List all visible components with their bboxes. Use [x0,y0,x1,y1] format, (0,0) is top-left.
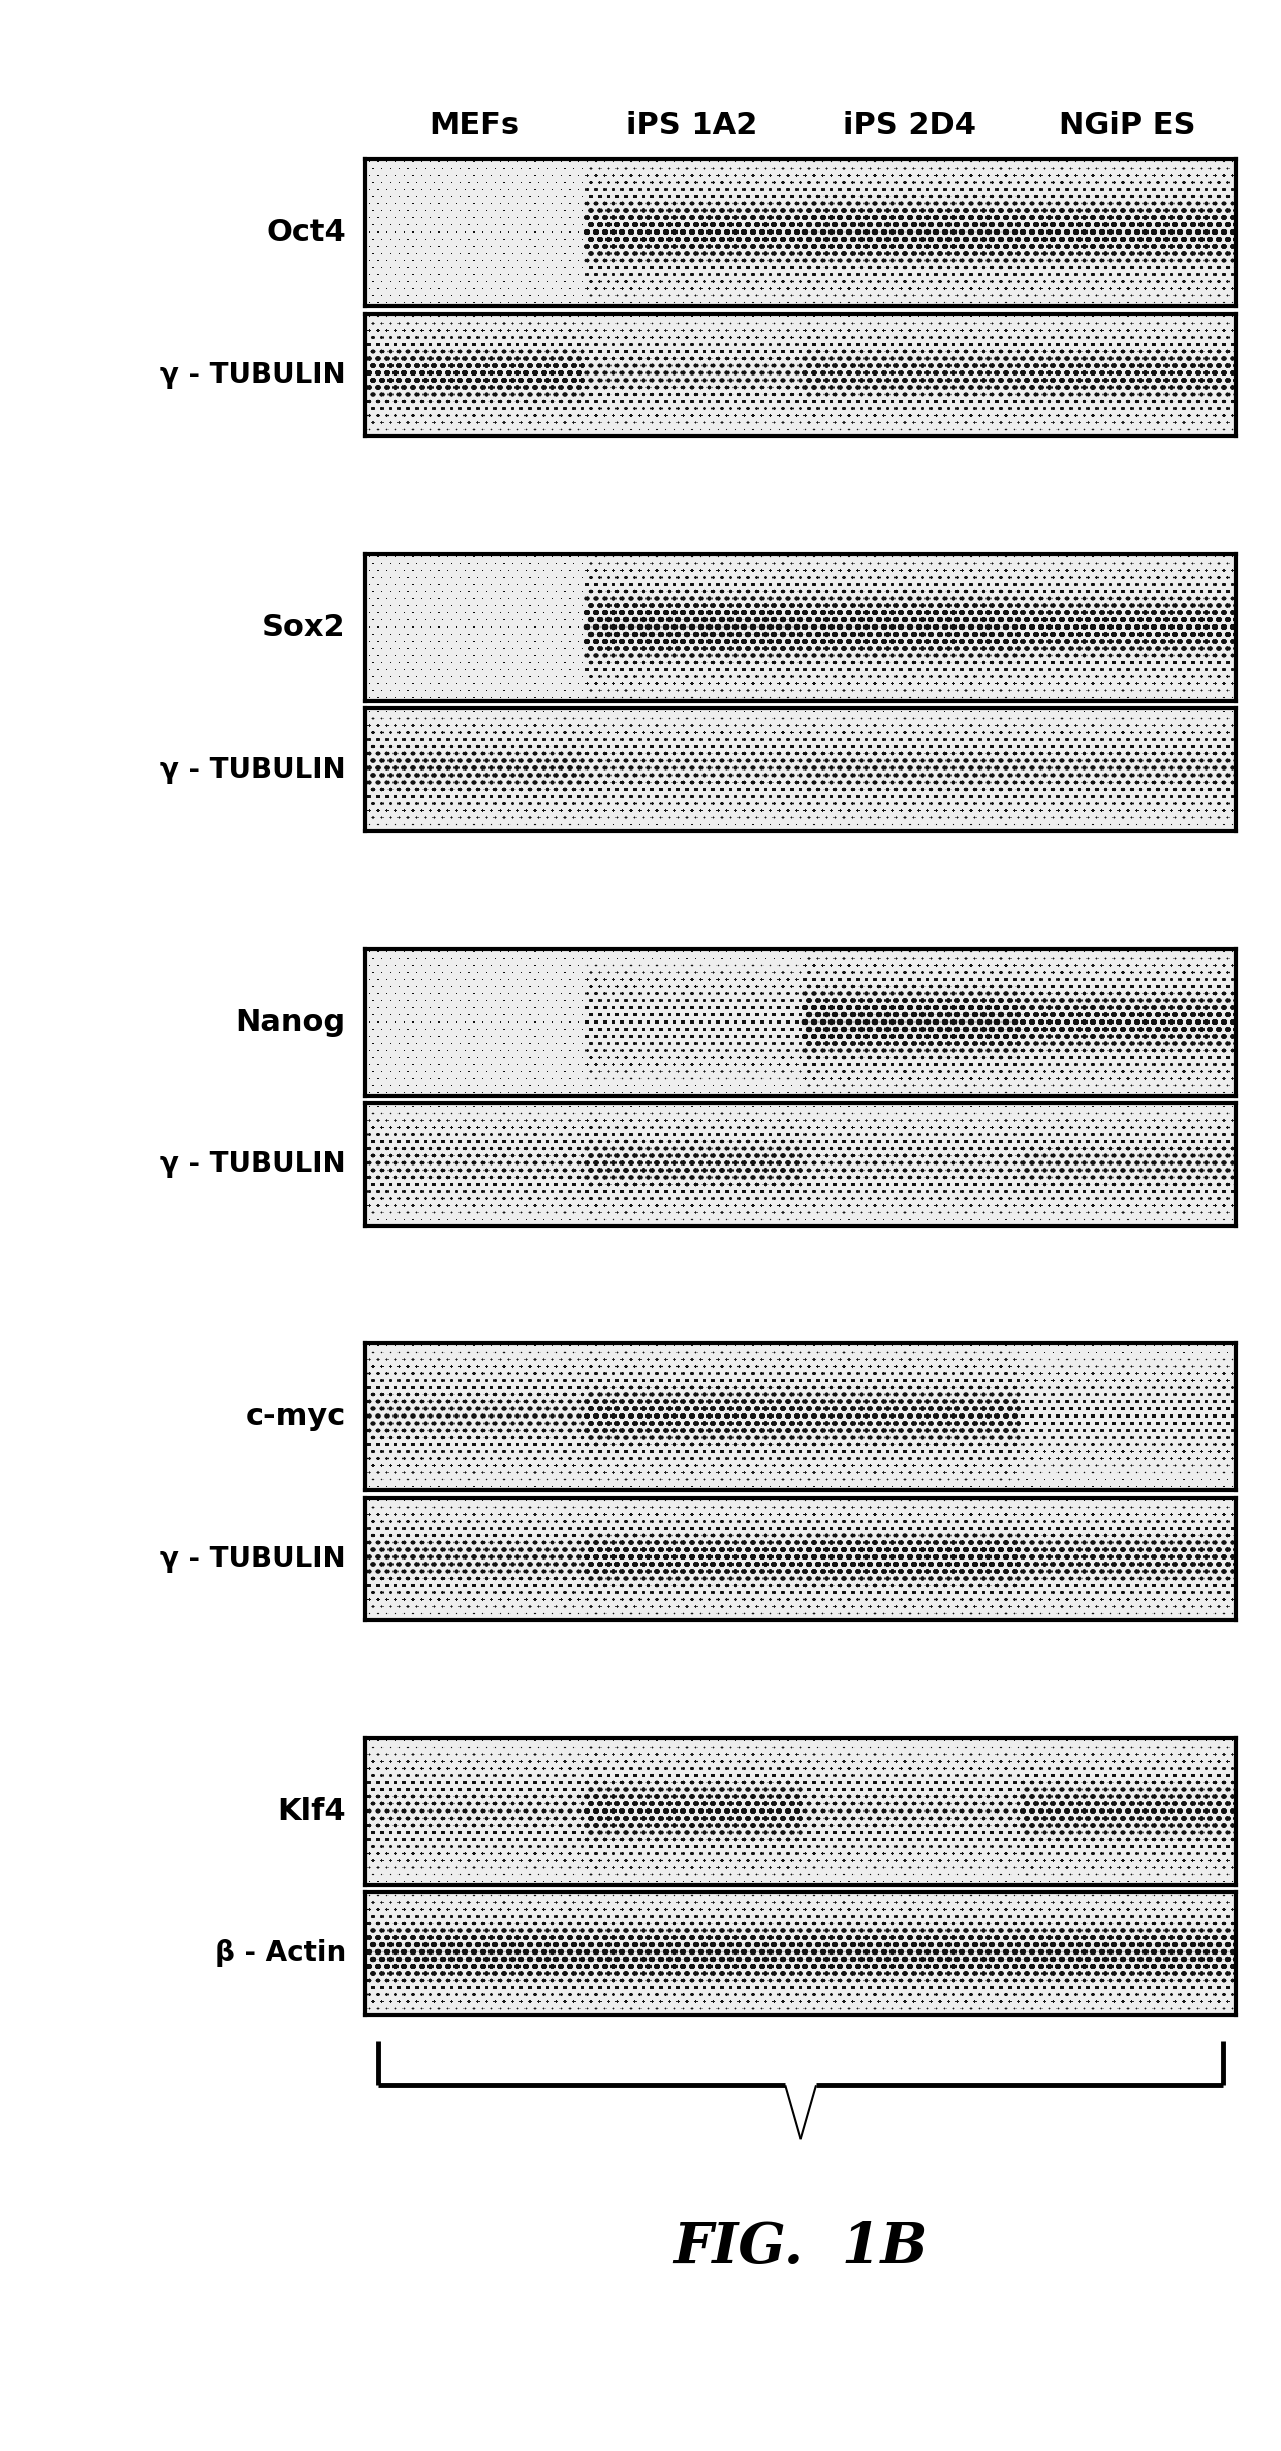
Text: NGiP ES: NGiP ES [1059,110,1195,140]
Text: iPS 2D4: iPS 2D4 [843,110,976,140]
Text: Nanog: Nanog [236,1007,346,1037]
Text: γ - TUBULIN: γ - TUBULIN [160,755,346,784]
Text: β - Actin: β - Actin [215,1939,346,1968]
Text: FIG.  1B: FIG. 1B [674,2221,927,2275]
Text: Klf4: Klf4 [277,1797,346,1826]
Text: Sox2: Sox2 [263,613,346,642]
Text: Oct4: Oct4 [266,218,346,248]
Text: MEFs: MEFs [429,110,519,140]
Text: γ - TUBULIN: γ - TUBULIN [160,1544,346,1574]
Text: iPS 1A2: iPS 1A2 [626,110,757,140]
Text: γ - TUBULIN: γ - TUBULIN [160,360,346,390]
Text: c-myc: c-myc [246,1402,346,1431]
Text: γ - TUBULIN: γ - TUBULIN [160,1150,346,1179]
